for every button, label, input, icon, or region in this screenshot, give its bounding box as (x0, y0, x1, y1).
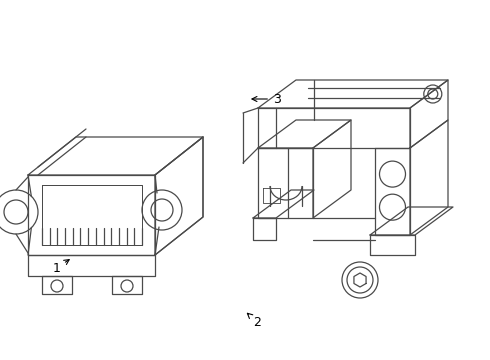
Text: 3: 3 (252, 93, 281, 105)
Text: 2: 2 (247, 313, 261, 329)
Text: 1: 1 (52, 260, 69, 275)
